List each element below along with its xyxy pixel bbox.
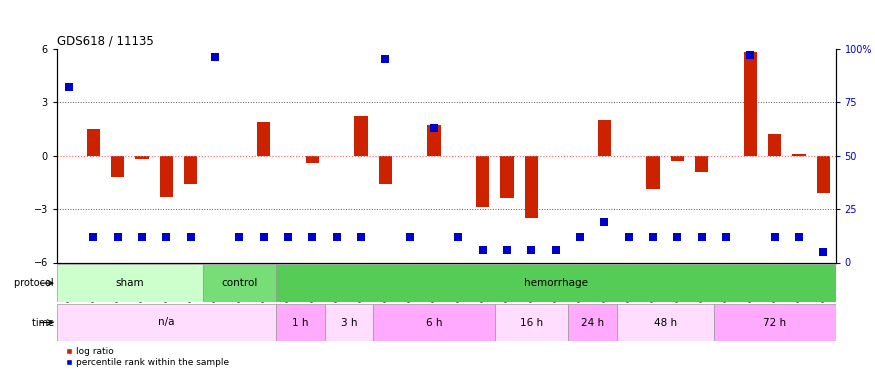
Text: 24 h: 24 h xyxy=(581,318,604,327)
Point xyxy=(208,54,222,60)
Text: sham: sham xyxy=(116,278,144,288)
Point xyxy=(646,234,660,240)
Bar xyxy=(111,156,124,177)
Bar xyxy=(500,156,514,198)
Bar xyxy=(57,304,276,341)
Point xyxy=(452,234,466,240)
Bar xyxy=(57,264,203,302)
Text: hemorrhage: hemorrhage xyxy=(524,278,588,288)
Bar xyxy=(647,156,660,189)
Legend: log ratio, percentile rank within the sample: log ratio, percentile rank within the sa… xyxy=(61,344,233,370)
Point xyxy=(159,234,173,240)
Point xyxy=(670,234,684,240)
Point xyxy=(500,247,514,253)
Point xyxy=(233,234,247,240)
Bar xyxy=(136,156,149,159)
Bar xyxy=(525,156,538,218)
Bar xyxy=(305,156,319,163)
Bar xyxy=(695,156,709,172)
Point xyxy=(305,234,319,240)
Point xyxy=(256,234,270,240)
Bar xyxy=(276,304,325,341)
Bar xyxy=(203,264,276,302)
Text: 72 h: 72 h xyxy=(763,318,787,327)
Bar xyxy=(276,264,836,302)
Text: time: time xyxy=(31,318,57,327)
Point xyxy=(719,234,733,240)
Bar xyxy=(568,304,617,341)
Bar xyxy=(617,304,714,341)
Point xyxy=(427,125,441,131)
Point xyxy=(816,249,830,255)
Text: 6 h: 6 h xyxy=(426,318,443,327)
Bar xyxy=(671,156,684,161)
Point xyxy=(622,234,636,240)
Text: n/a: n/a xyxy=(158,318,175,327)
Text: 3 h: 3 h xyxy=(340,318,357,327)
Bar xyxy=(374,304,495,341)
Point xyxy=(549,247,563,253)
Bar xyxy=(257,122,270,156)
Text: 16 h: 16 h xyxy=(520,318,543,327)
Bar xyxy=(744,52,757,156)
Point xyxy=(792,234,806,240)
Point xyxy=(378,56,392,62)
Point xyxy=(87,234,101,240)
Bar xyxy=(160,156,173,196)
Bar xyxy=(427,125,441,156)
Point xyxy=(330,234,344,240)
Bar xyxy=(184,156,198,184)
Point xyxy=(402,234,416,240)
Text: GDS618 / 11135: GDS618 / 11135 xyxy=(57,34,154,48)
Text: 1 h: 1 h xyxy=(292,318,309,327)
Point xyxy=(135,234,149,240)
Point xyxy=(281,234,295,240)
Bar xyxy=(768,134,781,156)
Bar xyxy=(325,304,374,341)
Bar xyxy=(495,304,568,341)
Point xyxy=(184,234,198,240)
Point xyxy=(524,247,538,253)
Bar xyxy=(598,120,611,156)
Bar xyxy=(476,156,489,207)
Point xyxy=(744,52,758,58)
Text: protocol: protocol xyxy=(14,278,57,288)
Point xyxy=(598,219,612,225)
Bar xyxy=(816,156,830,193)
Bar xyxy=(379,156,392,184)
Point xyxy=(476,247,490,253)
Point xyxy=(767,234,781,240)
Bar xyxy=(87,129,100,156)
Point xyxy=(354,234,368,240)
Point xyxy=(695,234,709,240)
Point xyxy=(62,84,76,90)
Point xyxy=(573,234,587,240)
Point xyxy=(111,234,125,240)
Text: 48 h: 48 h xyxy=(654,318,677,327)
Bar xyxy=(714,304,836,341)
Text: control: control xyxy=(221,278,257,288)
Bar xyxy=(354,116,367,156)
Bar xyxy=(793,154,806,156)
